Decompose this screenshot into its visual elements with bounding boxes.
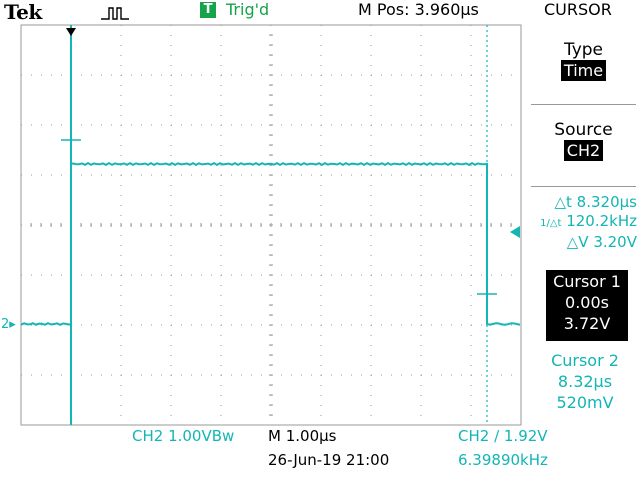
cursor2-voltage: 520mV (556, 393, 614, 412)
type-menu-button[interactable]: Type Time (531, 40, 636, 81)
horizontal-position-readout: M Pos: 3.960µs (358, 0, 479, 19)
cursor1-time: 0.00s (565, 293, 609, 312)
cursor2-menu-button[interactable]: Cursor 2 8.32µs 520mV (533, 350, 637, 413)
trigger-setting-readout: CH2 ∕ 1.92V (458, 427, 548, 445)
trigger-status-text: Trig'd (226, 0, 270, 19)
menu-divider (531, 104, 636, 105)
inverse-delta-t-readout: 1/△t 120.2kHz (540, 212, 637, 230)
type-value: Time (560, 60, 607, 81)
timebase-readout: M 1.00µs (268, 427, 337, 445)
cursor2-time: 8.32µs (557, 372, 613, 391)
ch2-ground-marker: 2▸ (1, 317, 16, 332)
delta-v-readout: △V 3.20V (566, 233, 637, 251)
trigger-frequency-readout: 6.39890kHz (458, 451, 548, 469)
time-cursors (70, 25, 488, 425)
channel-scale-readout: CH2 1.00VBᴡ (132, 427, 235, 445)
source-value: CH2 (563, 140, 604, 161)
waveform-display (20, 24, 522, 426)
cursor1-voltage: 3.72V (563, 314, 611, 333)
cursor2-label: Cursor 2 (551, 351, 619, 370)
source-menu-button[interactable]: Source CH2 (531, 120, 636, 161)
cursor-delta-readouts: △t 8.320µs 1/△t 120.2kHz △V 3.20V (533, 193, 637, 252)
menu-title: CURSOR (544, 0, 612, 19)
ch2-waveform-trace (20, 161, 521, 326)
type-label: Type (563, 40, 604, 60)
menu-divider (531, 186, 636, 187)
cursor-indicator-icon (510, 226, 520, 238)
pulse-waveform-icon (101, 7, 129, 20)
trigger-markers (61, 28, 497, 295)
source-label: Source (554, 120, 613, 140)
graticule (20, 24, 522, 426)
cursor1-menu-button[interactable]: Cursor 1 0.00s 3.72V (546, 270, 628, 341)
trigger-status-badge: T (200, 2, 216, 18)
delta-t-readout: △t 8.320µs (554, 193, 638, 211)
cursor1-label: Cursor 1 (553, 272, 621, 291)
datetime-readout: 26-Jun-19 21:00 (268, 451, 390, 469)
brand-logo: Tek (4, 0, 42, 24)
